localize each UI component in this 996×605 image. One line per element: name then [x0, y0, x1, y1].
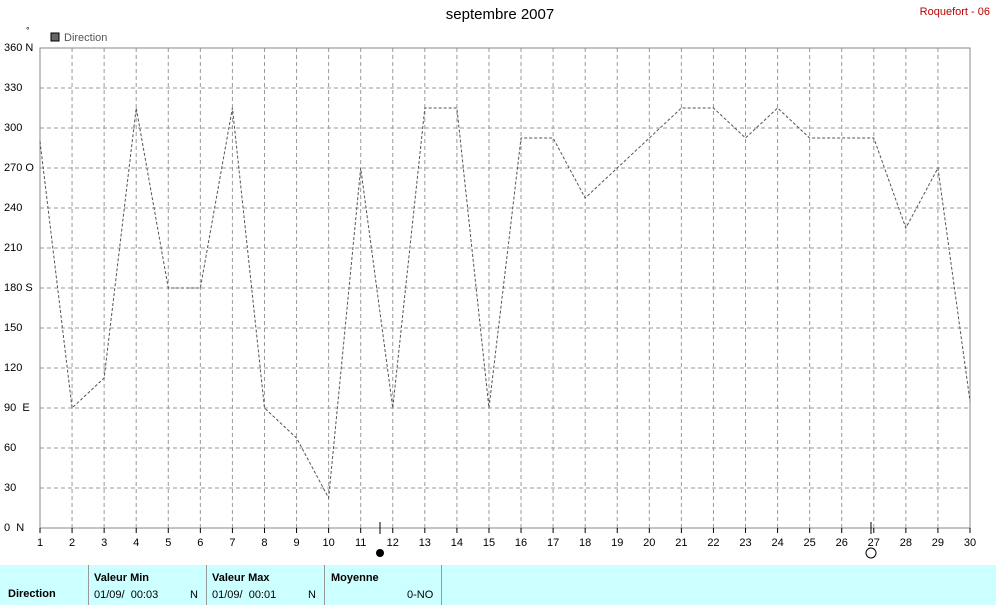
- y-tick-label: 300: [4, 122, 22, 134]
- max-dir: N: [308, 589, 316, 601]
- x-tick-label: 29: [932, 537, 944, 549]
- y-tick-label: 0 N: [4, 522, 24, 534]
- x-tick-label: 21: [675, 537, 687, 549]
- x-tick-label: 25: [804, 537, 816, 549]
- x-tick-label: 8: [261, 537, 267, 549]
- x-tick-label: 26: [836, 537, 848, 549]
- separator: [441, 565, 442, 605]
- x-tick-label: 17: [547, 537, 559, 549]
- cursor-min: [376, 549, 384, 557]
- min-dir: N: [190, 589, 198, 601]
- separator: [88, 565, 89, 605]
- x-tick-label: 12: [387, 537, 399, 549]
- y-tick-label: 150: [4, 322, 22, 334]
- x-tick-label: 19: [611, 537, 623, 549]
- station: Roquefort - 06: [920, 6, 990, 18]
- x-tick-label: 14: [451, 537, 463, 549]
- y-tick-label: 60: [4, 442, 16, 454]
- x-tick-label: 23: [739, 537, 751, 549]
- mean-title: Moyenne: [331, 572, 379, 584]
- x-tick-label: 20: [643, 537, 655, 549]
- summary-panel: Direction Valeur Min 01/09/ 00:03 N Vale…: [0, 565, 996, 605]
- x-tick-label: 7: [229, 537, 235, 549]
- x-tick-label: 18: [579, 537, 591, 549]
- x-tick-label: 2: [69, 537, 75, 549]
- min-time: 01/09/ 00:03: [94, 589, 159, 601]
- grid: [39, 47, 971, 529]
- y-tick-label: 240: [4, 202, 22, 214]
- x-tick-label: 10: [322, 537, 334, 549]
- y-tick-label: 360 N: [4, 42, 33, 54]
- min-title: Valeur Min: [94, 572, 150, 584]
- x-tick-label: 16: [515, 537, 527, 549]
- y-tick-label: 90 E: [4, 402, 30, 414]
- y-tick-label: 330: [4, 82, 22, 94]
- y-tick-label: 30: [4, 482, 16, 494]
- x-tick-label: 22: [707, 537, 719, 549]
- chart-title: septembre 2007: [446, 6, 554, 23]
- y-tick-label: 270 O: [4, 162, 34, 174]
- chart: septembre 2007 Roquefort - 06 ° Directio…: [4, 6, 990, 559]
- x-tick-label: 30: [964, 537, 976, 549]
- y-tick-label: 120: [4, 362, 22, 374]
- x-tick-label: 15: [483, 537, 495, 549]
- row-label: Direction: [8, 588, 56, 600]
- x-tick-label: 28: [900, 537, 912, 549]
- y-tick-label: 210: [4, 242, 22, 254]
- x-tick-label: 5: [165, 537, 171, 549]
- legend-label: Direction: [64, 32, 107, 44]
- x-tick-label: 11: [355, 537, 366, 549]
- unit: °: [26, 25, 30, 35]
- x-tick-label: 1: [37, 537, 43, 549]
- plot-frame: [39, 47, 971, 529]
- cursor-max: [865, 547, 877, 559]
- data-line: [39, 107, 971, 500]
- x-tick-label: 27: [868, 537, 880, 549]
- y-tick-label: 180 S: [4, 282, 33, 294]
- separator: [206, 565, 207, 605]
- mean-value: 0-NO: [407, 589, 434, 601]
- x-tick-label: 24: [771, 537, 783, 549]
- max-title: Valeur Max: [212, 572, 270, 584]
- x-tick-label: 6: [197, 537, 203, 549]
- x-tick-label: 4: [133, 537, 139, 549]
- separator: [324, 565, 325, 605]
- legend-swatch: [50, 32, 60, 42]
- max-time: 01/09/ 00:01: [212, 589, 277, 601]
- x-tick-label: 9: [293, 537, 299, 549]
- x-tick-label: 13: [419, 537, 431, 549]
- x-tick-label: 3: [101, 537, 107, 549]
